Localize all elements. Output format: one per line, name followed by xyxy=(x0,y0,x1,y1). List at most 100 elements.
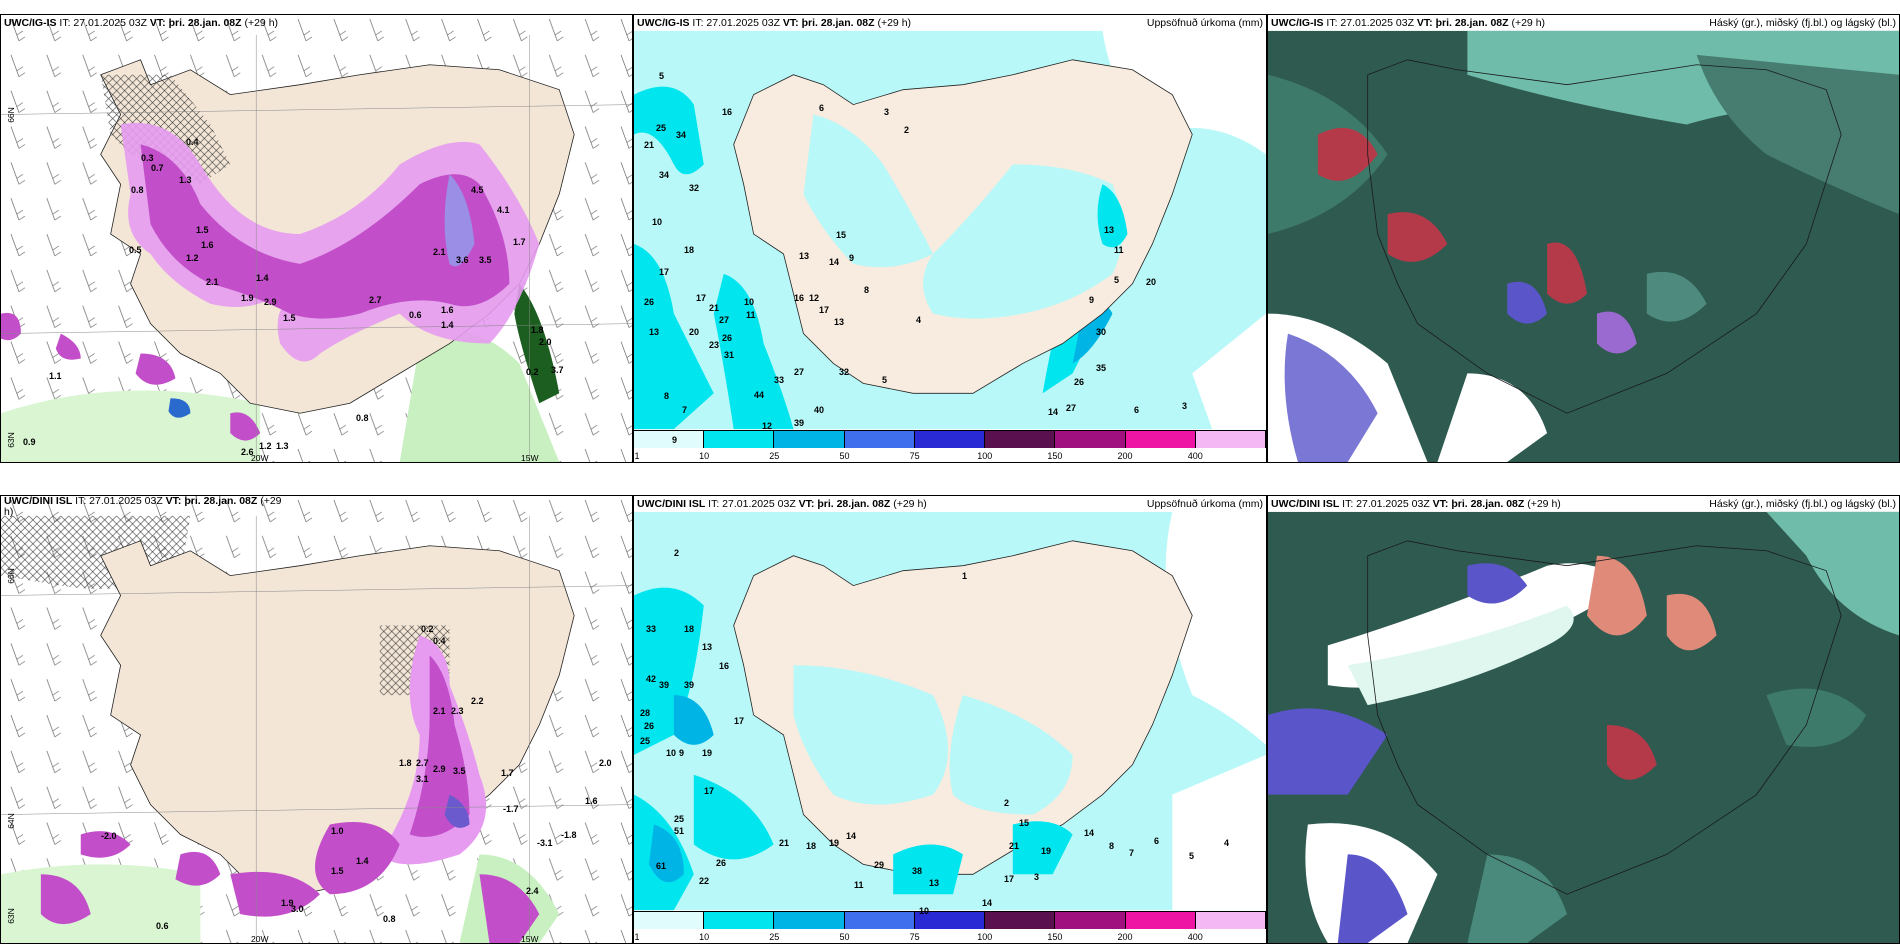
value-label: 13 xyxy=(799,251,810,261)
colorbar-tick: 150 xyxy=(1047,932,1063,942)
value-label: 2 xyxy=(1004,798,1010,808)
value-label: 19 xyxy=(702,748,713,758)
valid-time-label: VT: xyxy=(1416,17,1433,29)
lead-time: (+29 h) xyxy=(877,17,912,29)
lead-time: (+29 h) xyxy=(893,498,927,510)
map-accum-precip xyxy=(634,30,1266,430)
value-label: -3.1 xyxy=(537,838,553,848)
colorbar-tick: 200 xyxy=(1117,932,1133,942)
value-label: 31 xyxy=(724,350,735,360)
panel-ig-accum-precip: UWC/IG-IS IT: 27.01.2025 03Z VT: þri. 28… xyxy=(633,14,1267,463)
lead-time: (+29 xyxy=(260,495,282,507)
colorbar-tick: 50 xyxy=(839,451,850,461)
value-label: 27 xyxy=(1066,403,1077,413)
value-label: 2.9 xyxy=(433,764,446,774)
value-label: 10 xyxy=(652,217,663,227)
model-name: UWC/DINI ISL xyxy=(637,498,706,510)
colorbar-bin xyxy=(1055,912,1126,929)
colorbar-tick: 1 xyxy=(634,451,640,461)
value-label: 2.3 xyxy=(451,706,464,716)
value-label: 26 xyxy=(716,858,727,868)
value-label: 10 xyxy=(919,906,930,916)
value-label: 16 xyxy=(794,293,805,303)
panel-title: Uppsöfnuð úrkoma (mm) xyxy=(1146,498,1263,510)
value-label: 34 xyxy=(676,130,687,140)
value-label: 25 xyxy=(640,736,651,746)
valid-time-label: VT: xyxy=(165,495,182,507)
value-label: 3 xyxy=(1182,401,1188,411)
colorbar-tick: 10 xyxy=(699,932,710,942)
value-label: 4.5 xyxy=(471,185,484,195)
value-label: 39 xyxy=(794,418,805,428)
colorbar-bin xyxy=(704,912,775,929)
value-label: 22 xyxy=(699,876,710,886)
value-label: 0.3 xyxy=(141,153,154,163)
precip-colorbar xyxy=(634,430,1266,448)
colorbar-bin xyxy=(914,431,986,448)
value-label: 1.3 xyxy=(276,441,289,451)
value-label: -2.0 xyxy=(101,831,117,841)
value-label: 19 xyxy=(829,838,840,848)
value-label: 0.4 xyxy=(186,137,199,147)
init-time: IT: 27.01.2025 03Z xyxy=(692,17,780,29)
valid-time-label: VT: xyxy=(149,17,166,29)
value-label: 3 xyxy=(884,107,890,117)
value-label: 15 xyxy=(1019,818,1030,828)
value-label: 2.4 xyxy=(526,886,539,896)
value-label: 8 xyxy=(664,391,670,401)
valid-time-label: VT: xyxy=(798,498,815,510)
init-time: IT: 27.01.2025 03Z xyxy=(59,17,147,29)
colorbar-bin xyxy=(844,431,915,448)
value-label: 26 xyxy=(1074,377,1085,387)
value-label: 2.1 xyxy=(206,277,219,287)
value-label: 17 xyxy=(704,786,715,796)
value-label: 27 xyxy=(794,367,805,377)
lead-time-unit: h) xyxy=(4,506,14,518)
value-label: 5 xyxy=(1114,275,1120,285)
value-label: 42 xyxy=(646,674,657,684)
value-label: 61 xyxy=(656,861,667,871)
init-time: IT: 27.01.2025 03Z xyxy=(708,498,796,510)
value-label: 1.6 xyxy=(201,240,214,250)
value-label: 14 xyxy=(982,898,993,908)
value-label: 10 xyxy=(744,297,755,307)
panel-dini-clouds: UWC/DINI ISL IT: 27.01.2025 03Z VT: þri.… xyxy=(1267,495,1900,944)
precip-colorbar xyxy=(634,911,1266,929)
lat-label-66n: 66N xyxy=(5,568,16,584)
value-label: 8 xyxy=(864,285,870,295)
colorbar-bin xyxy=(1195,912,1266,929)
lon-label-20w: 20W xyxy=(251,934,269,944)
map-accum-precip xyxy=(634,511,1266,911)
value-label: 2 xyxy=(674,548,680,558)
value-label: 7 xyxy=(682,405,688,415)
value-label: 34 xyxy=(659,170,670,180)
value-label: 1.6 xyxy=(441,305,454,315)
panel-title: Háský (gr.), miðský (fj.bl.) og lágský (… xyxy=(1709,17,1896,29)
lead-time: (+29 h) xyxy=(1527,498,1561,510)
value-label: 19 xyxy=(1041,846,1052,856)
value-label: 1.0 xyxy=(331,826,344,836)
panel-header: UWC/DINI ISL IT: 27.01.2025 03Z VT: þri.… xyxy=(1268,496,1899,512)
colorbar-tick: 100 xyxy=(977,451,993,461)
value-label: 13 xyxy=(649,327,660,337)
value-label: 0.2 xyxy=(526,367,539,377)
value-label: 17 xyxy=(696,293,707,303)
value-label: 1.5 xyxy=(283,313,296,323)
value-label: 1.4 xyxy=(441,320,454,330)
lead-time: (+29 h) xyxy=(244,17,279,29)
value-label: 17 xyxy=(819,305,830,315)
value-label: 21 xyxy=(709,303,720,313)
colorbar-bin xyxy=(914,912,986,929)
value-label: 2.7 xyxy=(369,295,382,305)
value-label: -1.7 xyxy=(503,804,519,814)
value-label: 35 xyxy=(1096,363,1107,373)
value-label: 32 xyxy=(689,183,700,193)
value-label: 6 xyxy=(1154,836,1160,846)
value-label: 11 xyxy=(854,880,864,890)
model-name: UWC/DINI ISL xyxy=(1271,498,1340,510)
value-label: 17 xyxy=(734,716,745,726)
valid-time: þri. 28.jan. 08Z xyxy=(1435,17,1509,29)
value-label: 0.8 xyxy=(131,185,144,195)
value-label: 9 xyxy=(1089,295,1095,305)
panel-dini-precip-wind: UWC/DINI ISL IT: 27.01.2025 03Z VT: þri.… xyxy=(0,495,633,944)
